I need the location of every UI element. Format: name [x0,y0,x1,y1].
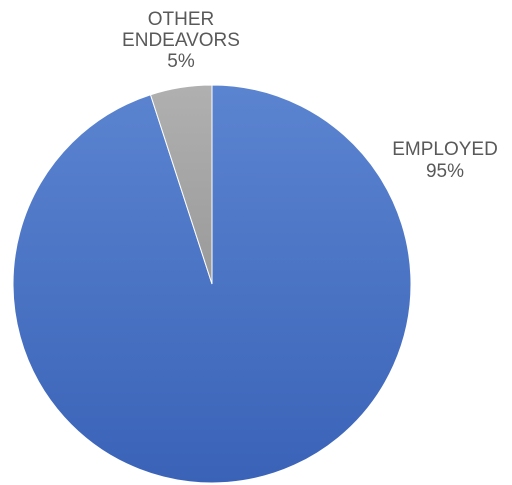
data-label-category: EMPLOYED [392,139,498,160]
data-label-percent: 95% [426,161,464,182]
data-label-category: OTHER [148,9,215,30]
pie-slice-other-endeavors[interactable] [149,84,213,285]
data-label-percent: 5% [167,51,195,72]
pie-slices [12,84,412,484]
data-label-category: ENDEAVORS [122,30,240,51]
